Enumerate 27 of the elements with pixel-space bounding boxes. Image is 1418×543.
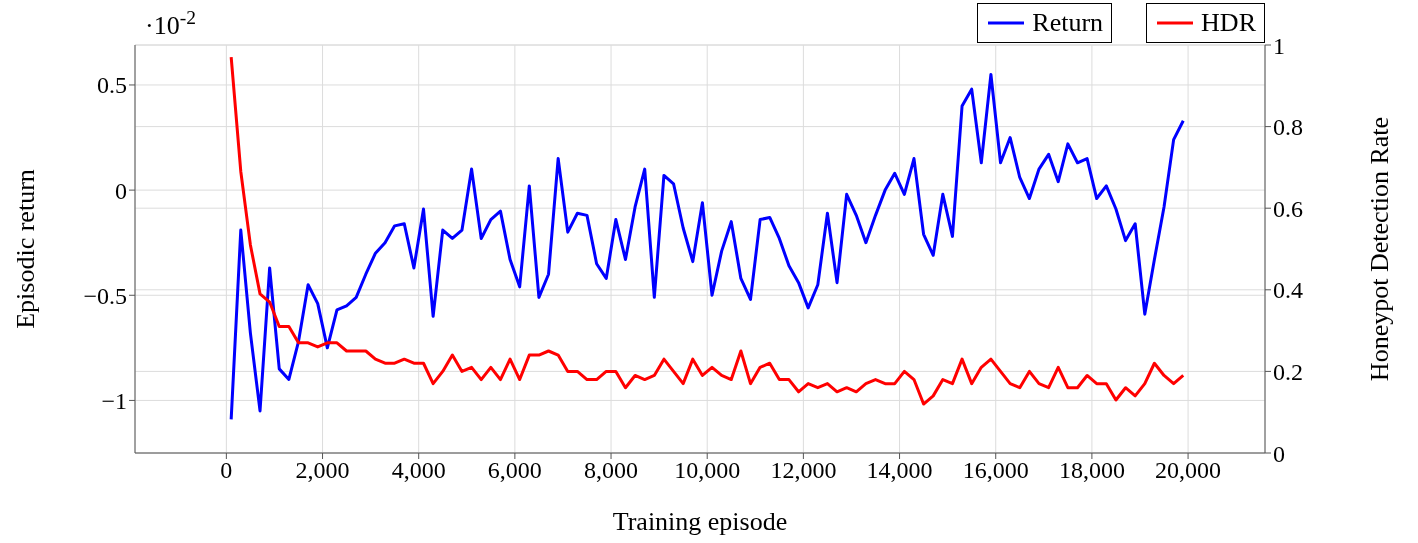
y2-tick-label: 0.8 [1273, 114, 1303, 141]
legend-label: HDR [1201, 8, 1256, 38]
y-tick-label: 0.5 [97, 72, 127, 99]
x-tick-label: 16,000 [962, 457, 1029, 484]
x-tick-label: 8,000 [584, 457, 639, 484]
legend-label: Return [1032, 8, 1104, 38]
x-tick-label: 4,000 [391, 457, 446, 484]
y2-axis-title: Honeypot Detection Rate [1365, 116, 1394, 382]
y2-tick-label: 0.4 [1273, 277, 1303, 304]
y-tick-label: 0 [115, 177, 127, 204]
y-tick-label: −1 [101, 387, 127, 414]
y2-tick-label: 0 [1273, 440, 1285, 467]
y2-tick-label: 0.6 [1273, 195, 1303, 222]
x-tick-label: 12,000 [770, 457, 837, 484]
y2-tick-label: 1 [1273, 32, 1285, 59]
x-axis-title: Training episode [612, 507, 788, 536]
x-tick-label: 14,000 [866, 457, 933, 484]
x-tick-label: 6,000 [487, 457, 542, 484]
x-tick-label: 2,000 [295, 457, 350, 484]
y2-tick-label: 0.2 [1273, 358, 1303, 385]
y-tick-label: −0.5 [83, 282, 127, 309]
x-tick-label: 20,000 [1155, 457, 1222, 484]
x-tick-label: 18,000 [1058, 457, 1125, 484]
text: ·10$^{-2}$ [145, 6, 196, 40]
y-axis-title: Episodic return [11, 169, 40, 329]
x-tick-label: 0 [220, 457, 233, 484]
x-tick-label: 10,000 [674, 457, 741, 484]
